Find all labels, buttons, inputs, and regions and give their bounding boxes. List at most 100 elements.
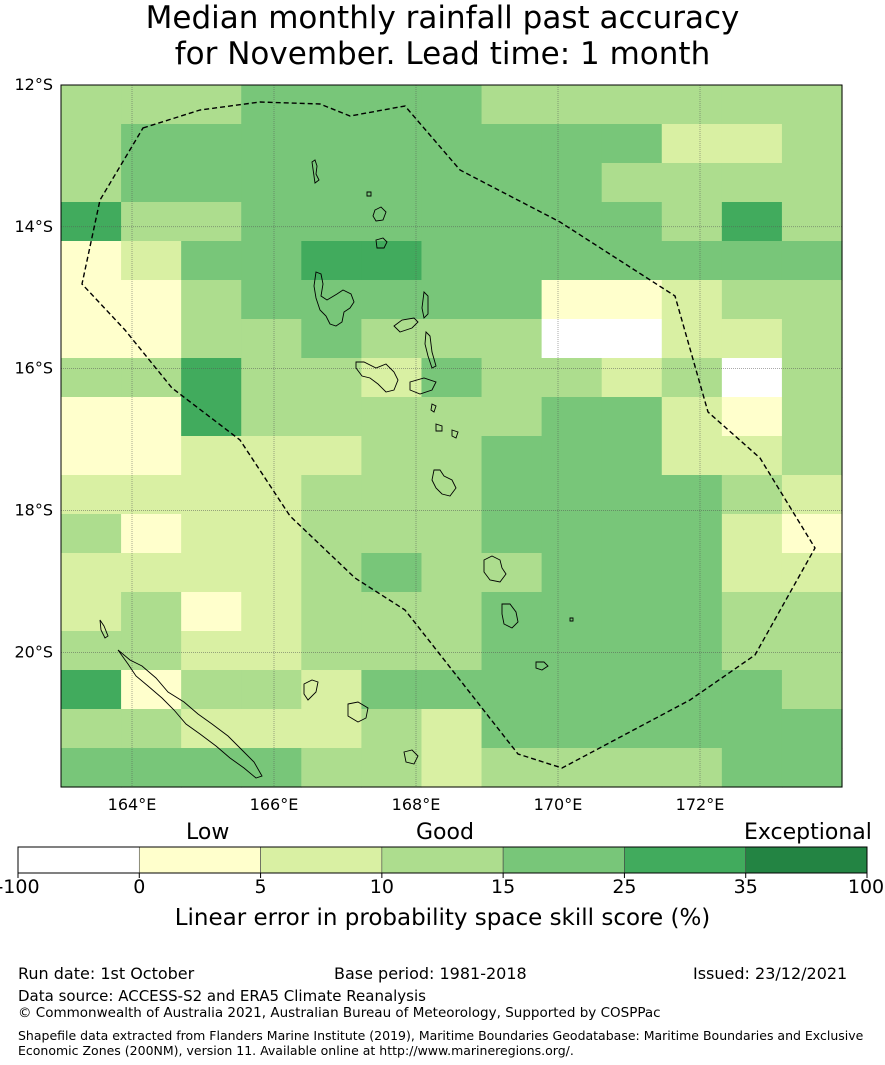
grid-cell (361, 241, 423, 281)
grid-cell (781, 163, 843, 203)
grid-cell (301, 709, 362, 749)
grid-cell (61, 358, 122, 398)
island-maewo (421, 291, 429, 319)
grid-cell (61, 709, 122, 749)
grid-cell (541, 475, 603, 515)
grid-cell (721, 280, 783, 320)
lat-label: 14°S (14, 217, 53, 236)
colorbar-tick-label: 25 (612, 876, 637, 898)
grid-cell (121, 475, 182, 515)
grid-cell (601, 670, 663, 710)
grid-cell (601, 592, 663, 632)
grid-cell (421, 553, 483, 593)
island-erromango (483, 555, 507, 583)
grid-cell (661, 553, 723, 593)
grid-cell (361, 202, 423, 242)
grid-cell (61, 280, 122, 320)
grid-cell (241, 592, 302, 632)
grid-cell (541, 319, 603, 359)
grid-cell (661, 670, 723, 710)
grid-cell (421, 475, 483, 515)
copyright: © Commonwealth of Australia 2021, Austra… (18, 1005, 661, 1021)
island-espiritu-santo (313, 271, 355, 327)
grid-cell (181, 319, 242, 359)
grid-cell (241, 280, 302, 320)
grid-cell (181, 592, 242, 632)
grid-cell (541, 748, 603, 788)
grid-cell (241, 670, 302, 710)
grid-cell (781, 475, 843, 515)
grid-cell (121, 748, 182, 788)
grid-cell (181, 280, 242, 320)
lon-label: 168°E (392, 795, 441, 814)
grid-cell (181, 436, 242, 476)
lon-label: 172°E (676, 795, 725, 814)
grid-cell (361, 85, 423, 125)
grid-cell (601, 202, 663, 242)
level-exceptional: Exceptional (744, 820, 872, 845)
grid-cell (781, 748, 843, 788)
grid-cell (601, 163, 663, 203)
grid-cell (541, 514, 603, 554)
island-ambae (393, 317, 419, 333)
shapefile-credit: Shapefile data extracted from Flanders M… (18, 1028, 864, 1058)
grid-cell (301, 319, 362, 359)
grid-cell (121, 397, 182, 437)
grid-cell (421, 85, 483, 125)
grid-cell (61, 631, 122, 671)
grid-cell (361, 592, 423, 632)
grid-cell (481, 553, 543, 593)
grid-cell (481, 163, 543, 203)
grid-cell (781, 202, 843, 242)
island-lifou (347, 701, 369, 723)
grid-cell (661, 124, 723, 164)
grid-cell (721, 241, 783, 281)
grid-cell (661, 475, 723, 515)
grid-cell (781, 631, 843, 671)
grid-cell (481, 514, 543, 554)
grid-cell (61, 514, 122, 554)
grid-cell (121, 241, 182, 281)
grid-cell (781, 397, 843, 437)
grid-cell (481, 397, 543, 437)
grid-cell (61, 163, 122, 203)
grid-cell (721, 163, 783, 203)
grid-cell (721, 670, 783, 710)
grid-cell (541, 592, 603, 632)
grid-cell (301, 397, 362, 437)
island-epi (430, 403, 437, 413)
grid-cell (361, 748, 423, 788)
colorbar-tick-label: 15 (491, 876, 516, 898)
grid-cell (721, 748, 783, 788)
grid-cell (361, 124, 423, 164)
grid-cell (481, 748, 543, 788)
island-vanua-lava (372, 206, 387, 222)
grid-cell (421, 670, 483, 710)
grid-cell (661, 514, 723, 554)
grid-cell (481, 436, 543, 476)
grid-cell (301, 280, 362, 320)
title-line-1: Median monthly rainfall past accuracy (145, 0, 740, 36)
grid-cell (721, 592, 783, 632)
island-aneityum (535, 661, 549, 671)
grid-cell (301, 592, 362, 632)
grid-cell (481, 358, 543, 398)
grid-cell (601, 124, 663, 164)
grid-cell (181, 85, 242, 125)
grid-cell (601, 358, 663, 398)
grid-cell (121, 670, 182, 710)
grid-cell (661, 709, 723, 749)
grid-cell (781, 514, 843, 554)
grid-cell (721, 202, 783, 242)
colorbar-segment (260, 846, 383, 874)
grid-cell (301, 670, 362, 710)
grid-cell (661, 280, 723, 320)
grid-cell (181, 553, 242, 593)
island-ouvea (303, 679, 319, 701)
grid-cell (661, 436, 723, 476)
grid-cell (481, 319, 543, 359)
level-low: Low (186, 820, 230, 845)
grid-cell (721, 436, 783, 476)
grid-cell (241, 241, 302, 281)
colorbar-segment (745, 846, 868, 874)
